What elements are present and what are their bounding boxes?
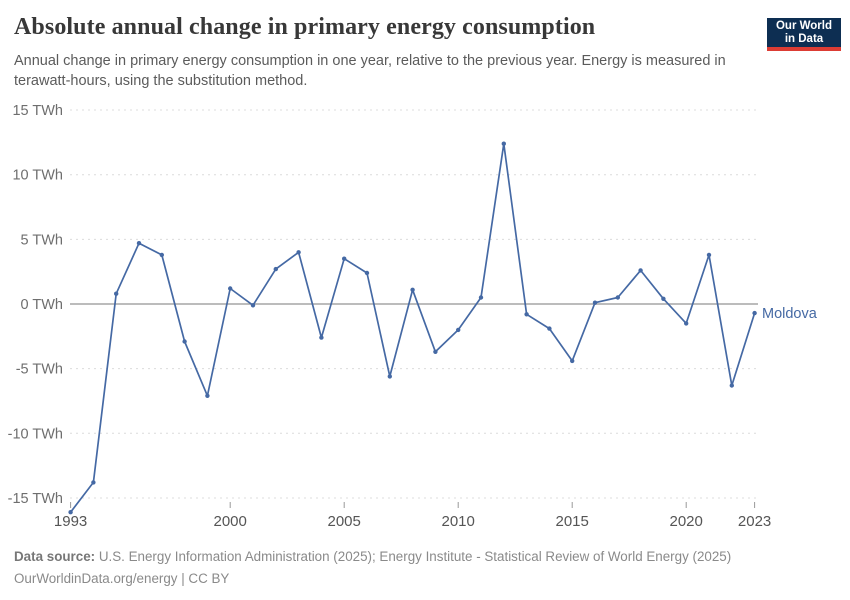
chart-footer: Data source: U.S. Energy Information Adm…	[14, 546, 834, 590]
y-axis-tick-label: 0 TWh	[21, 297, 63, 313]
x-axis-tick-label: 2010	[442, 513, 475, 530]
data-point-2010[interactable]	[456, 327, 461, 333]
x-axis-tick-label: 2015	[556, 513, 589, 530]
data-point-2005[interactable]	[342, 256, 347, 261]
y-axis-tick-label: -10 TWh	[8, 426, 63, 442]
data-point-1994[interactable]	[91, 480, 96, 485]
data-point-2001[interactable]	[250, 303, 256, 308]
y-axis-tick-label: 5 TWh	[21, 232, 63, 248]
x-axis-tick-label: 2020	[670, 513, 703, 530]
data-point-2002[interactable]	[273, 266, 278, 272]
owid-logo-line1: Our World	[775, 19, 832, 32]
x-axis-tick-label: 2000	[214, 513, 247, 530]
x-axis-tick-label: 1993	[54, 513, 87, 530]
data-point-2019[interactable]	[661, 296, 666, 301]
y-axis-tick-label: -5 TWh	[16, 362, 63, 378]
data-point-2012[interactable]	[501, 141, 506, 146]
x-axis-tick-label: 2023	[738, 513, 771, 530]
data-point-2021[interactable]	[706, 252, 712, 258]
data-point-2003[interactable]	[296, 250, 301, 255]
entity-label: Moldova	[762, 306, 818, 322]
data-point-2008[interactable]	[410, 287, 415, 292]
chart-subtitle: Annual change in primary energy consumpt…	[14, 53, 726, 89]
license-line[interactable]: OurWorldinData.org/energy | CC BY	[14, 571, 230, 586]
owid-logo[interactable]: Our World in Data	[767, 18, 841, 51]
data-point-2000[interactable]	[228, 286, 233, 291]
page-title: Absolute annual change in primary energy…	[14, 14, 596, 40]
data-point-2006[interactable]	[364, 270, 370, 276]
data-point-2007[interactable]	[387, 374, 392, 379]
owid-logo-line2: in Data	[784, 32, 824, 45]
data-source-label: Data source:	[14, 549, 96, 564]
data-point-1999[interactable]	[205, 393, 210, 398]
series-line-moldova	[69, 142, 756, 514]
data-point-1996[interactable]	[136, 241, 142, 246]
data-point-2013[interactable]	[524, 312, 529, 317]
data-point-2020[interactable]	[684, 321, 689, 326]
data-point-2022[interactable]	[729, 383, 734, 388]
data-point-2011[interactable]	[478, 295, 484, 300]
x-axis-tick-label: 2005	[328, 513, 361, 530]
data-point-2004[interactable]	[319, 335, 324, 340]
data-point-2017[interactable]	[615, 295, 620, 300]
data-point-2009[interactable]	[433, 349, 438, 354]
y-axis-tick-label: -15 TWh	[8, 491, 63, 507]
data-point-2014[interactable]	[547, 326, 552, 331]
data-point-2016[interactable]	[592, 300, 598, 305]
data-point-1998[interactable]	[182, 339, 187, 344]
data-point-1995[interactable]	[114, 291, 119, 296]
data-point-1997[interactable]	[159, 252, 164, 258]
data-source-line: Data source: U.S. Energy Information Adm…	[14, 546, 834, 568]
y-axis-tick-label: 10 TWh	[12, 168, 63, 184]
data-point-2018[interactable]	[638, 268, 643, 273]
data-point-2015[interactable]	[570, 358, 575, 364]
data-source-text: U.S. Energy Information Administration (…	[95, 549, 732, 564]
data-point-1993[interactable]	[68, 510, 73, 515]
data-point-2023[interactable]	[752, 310, 757, 316]
y-axis-tick-label: 15 TWh	[12, 103, 63, 119]
